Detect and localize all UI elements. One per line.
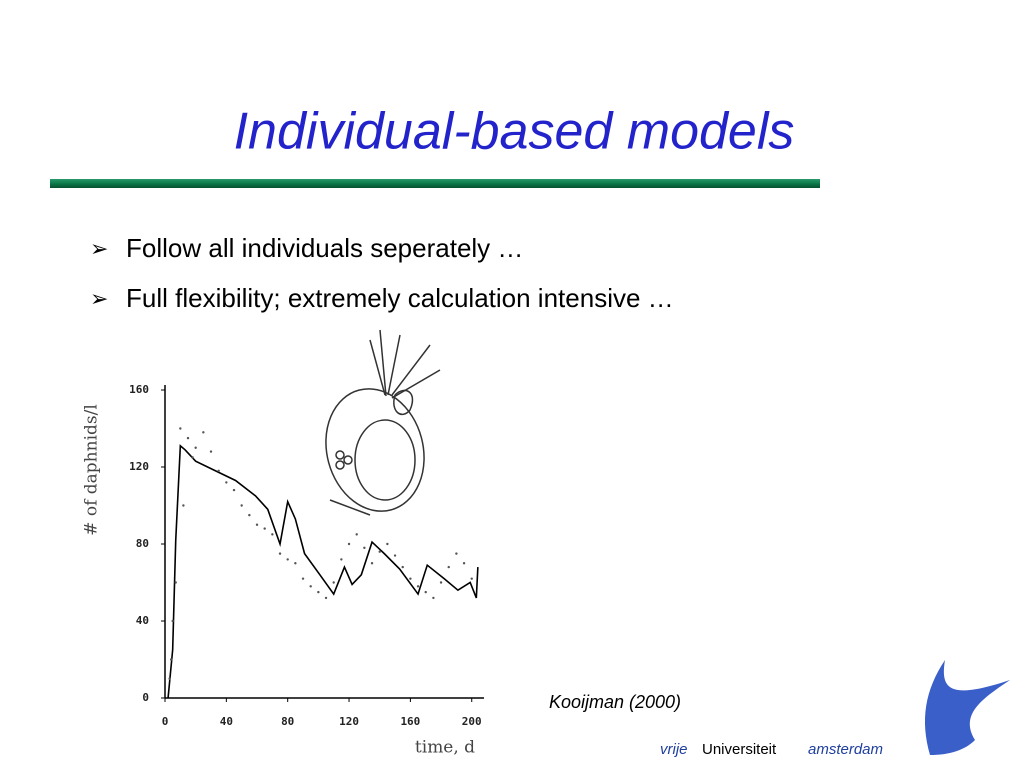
data-point: [409, 577, 412, 580]
data-point: [255, 523, 259, 526]
logo-text: Universiteit: [702, 741, 777, 758]
bullet: Full flexibility; extremely calculation …: [126, 283, 674, 313]
data-point: [232, 488, 236, 492]
data-point: [263, 527, 266, 530]
data-point: [416, 585, 420, 588]
data-point: [168, 677, 171, 680]
data-point: [248, 513, 251, 517]
x-tick-label: 80: [281, 715, 294, 728]
x-tick-label: 120: [339, 715, 359, 728]
data-point: [271, 533, 274, 536]
data-point: [324, 596, 328, 600]
data-point: [447, 565, 450, 569]
data-point: [286, 558, 289, 561]
chart: 0 40 80 120 160 0 40 80 120 160 200 time, d # of dap…: [82, 383, 484, 758]
slide-title: Individual-based models: [234, 103, 795, 161]
data-point: [202, 431, 205, 434]
y-axis-label: # of daphnids/l: [82, 404, 102, 536]
daphnia-drawing: [325, 329, 441, 516]
bullet-icon: ➢: [90, 286, 108, 311]
data-point: [182, 504, 185, 507]
bullet-icon: ➢: [90, 236, 108, 261]
data-point: [294, 562, 297, 565]
logo-text: vrije: [660, 741, 688, 758]
data-point: [179, 427, 182, 430]
y-tick-label: 80: [136, 537, 149, 550]
data-point: [370, 562, 374, 565]
data-point: [470, 577, 473, 580]
data-point: [301, 577, 305, 580]
title-rule: [50, 179, 820, 188]
data-point: [340, 558, 343, 561]
data-line: [167, 444, 479, 699]
y-tick-label: 0: [142, 691, 149, 704]
data-point: [174, 581, 177, 584]
data-point: [278, 552, 282, 555]
logo-griffin: [925, 660, 1010, 755]
citation: Kooijman (2000): [549, 692, 681, 712]
data-point: [424, 590, 427, 594]
data-point: [240, 504, 243, 507]
logo-text: amsterdam: [808, 741, 883, 758]
data-point: [347, 542, 351, 546]
data-point: [386, 542, 389, 546]
data-point: [378, 550, 381, 553]
data-point: [191, 456, 194, 459]
bullet: Follow all individuals seperately …: [126, 233, 523, 263]
x-tick-label: 40: [220, 715, 233, 728]
data-point: [169, 658, 173, 661]
data-point: [309, 585, 312, 588]
data-point: [317, 590, 320, 594]
y-tick-label: 120: [129, 460, 149, 473]
data-point: [209, 450, 213, 453]
data-point: [217, 469, 220, 473]
x-tick-label: 0: [162, 715, 169, 728]
data-point: [432, 596, 435, 600]
y-tick-label: 160: [129, 383, 149, 396]
data-point: [171, 619, 174, 623]
data-point: [332, 581, 335, 584]
data-point: [455, 552, 458, 555]
y-tick-label: 40: [136, 614, 149, 627]
data-point: [393, 554, 397, 557]
x-tick-label: 200: [462, 715, 482, 728]
data-point: [462, 562, 466, 565]
logo: vrije Universiteit amsterdam: [660, 660, 1010, 758]
data-point: [363, 546, 366, 550]
data-point: [186, 436, 190, 440]
data-point: [439, 581, 443, 584]
data-point: [194, 446, 197, 449]
x-tick-label: 160: [400, 715, 420, 728]
data-point: [401, 565, 404, 569]
data-point: [355, 533, 358, 536]
data-point: [225, 481, 228, 484]
x-axis-label: time, d: [415, 738, 475, 758]
